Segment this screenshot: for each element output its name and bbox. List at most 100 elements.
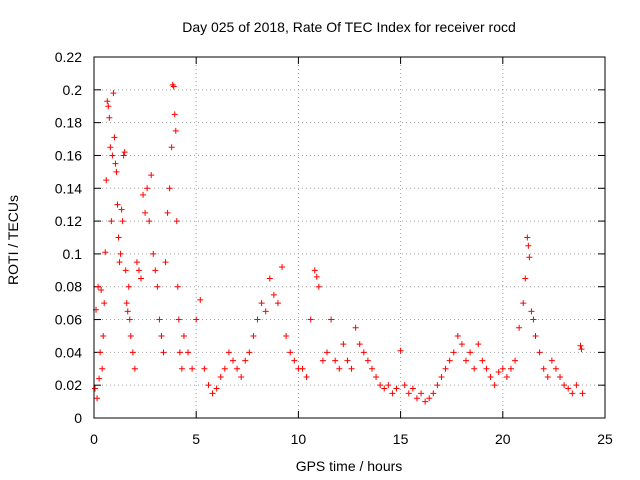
data-point: [104, 98, 111, 105]
data-point: [142, 209, 149, 216]
data-point: [107, 144, 114, 151]
data-point: [94, 395, 101, 402]
data-point: [97, 349, 104, 356]
data-point: [471, 365, 478, 372]
y-tick-label: 0.14: [55, 180, 82, 196]
data-point: [146, 218, 153, 225]
data-point: [123, 300, 130, 307]
data-point: [438, 373, 445, 380]
y-tick-label: 0.02: [55, 377, 82, 393]
x-tick-label: 0: [90, 431, 98, 447]
data-point: [103, 177, 110, 184]
data-point: [262, 308, 269, 315]
data-point: [536, 349, 543, 356]
data-point: [340, 341, 347, 348]
data-point: [152, 267, 159, 274]
data-point: [430, 390, 437, 397]
y-tick-label: 0.06: [55, 312, 82, 328]
data-point: [238, 373, 245, 380]
data-point: [332, 357, 339, 364]
data-point: [164, 209, 171, 216]
y-tick-label: 0.08: [55, 279, 82, 295]
data-point: [113, 168, 120, 175]
data-point: [401, 382, 408, 389]
data-point: [114, 201, 121, 208]
data-point: [125, 283, 132, 290]
data-point: [254, 316, 261, 323]
y-tick-label: 0: [74, 410, 82, 426]
data-point: [279, 264, 286, 271]
data-point: [154, 283, 161, 290]
data-point: [115, 234, 122, 241]
data-point: [393, 385, 400, 392]
data-point: [173, 218, 180, 225]
data-point: [397, 347, 404, 354]
data-point: [111, 134, 118, 141]
data-point: [258, 300, 265, 307]
x-tick-label: 5: [192, 431, 200, 447]
data-point: [528, 308, 535, 315]
data-point: [413, 395, 420, 402]
data-point: [189, 365, 196, 372]
data-point: [454, 332, 461, 339]
data-point: [112, 160, 119, 167]
data-points: [92, 81, 586, 405]
data-point: [475, 341, 482, 348]
y-tick-label: 0.22: [55, 49, 82, 65]
data-point: [205, 382, 212, 389]
data-point: [100, 332, 107, 339]
y-tick-label: 0.16: [55, 147, 82, 163]
y-tick-label: 0.04: [55, 344, 82, 360]
data-point: [479, 357, 486, 364]
x-tick-label: 25: [597, 431, 613, 447]
data-point: [495, 369, 502, 376]
data-point: [385, 382, 392, 389]
data-point: [102, 249, 109, 256]
data-point: [360, 349, 367, 356]
data-point: [166, 185, 173, 192]
data-point: [101, 300, 108, 307]
data-point: [234, 365, 241, 372]
data-point: [174, 283, 181, 290]
x-tick-label: 20: [495, 431, 511, 447]
data-point: [197, 296, 204, 303]
data-point: [172, 127, 179, 134]
y-tick-label: 0.18: [55, 115, 82, 131]
data-point: [544, 373, 551, 380]
data-point: [158, 332, 165, 339]
data-point: [409, 385, 416, 392]
data-point: [319, 357, 326, 364]
data-point: [552, 365, 559, 372]
data-point: [106, 114, 113, 121]
data-point: [119, 218, 126, 225]
data-point: [283, 332, 290, 339]
data-point: [418, 390, 425, 397]
data-point: [118, 206, 125, 213]
data-point: [446, 357, 453, 364]
data-point: [131, 365, 138, 372]
data-point: [124, 308, 131, 315]
data-point: [426, 395, 433, 402]
data-point: [246, 349, 253, 356]
plot-frame: [93, 56, 606, 419]
data-point: [126, 316, 133, 323]
data-point: [209, 390, 216, 397]
data-point: [336, 365, 343, 372]
data-point: [162, 259, 169, 266]
data-point: [434, 382, 441, 389]
data-point: [178, 365, 185, 372]
x-axis-label: GPS time / hours: [296, 458, 403, 474]
data-point: [530, 316, 537, 323]
data-point: [287, 349, 294, 356]
data-point: [405, 390, 412, 397]
y-tick-label: 0.2: [63, 82, 83, 98]
data-point: [499, 365, 506, 372]
data-point: [185, 349, 192, 356]
y-tick-labels: 0 0.02 0.04 0.06 0.08 0.1 0.12 0.14 0.16 0.18 0.2 0…: [55, 49, 82, 426]
data-point: [373, 373, 380, 380]
data-point: [483, 365, 490, 372]
data-point: [512, 357, 519, 364]
data-point: [307, 316, 314, 323]
data-point: [569, 390, 576, 397]
data-point: [313, 273, 320, 280]
